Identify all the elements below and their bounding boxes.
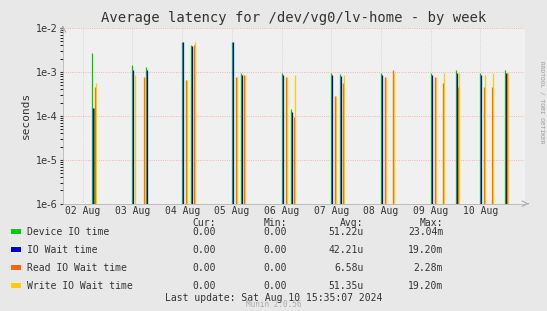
Text: 2.28m: 2.28m xyxy=(414,263,443,273)
Text: Max:: Max: xyxy=(420,218,443,228)
Text: IO Wait time: IO Wait time xyxy=(27,245,98,255)
Text: RRDTOOL / TOBI OETIKER: RRDTOOL / TOBI OETIKER xyxy=(539,61,544,144)
Text: 0.00: 0.00 xyxy=(193,281,216,291)
Text: 51.22u: 51.22u xyxy=(329,227,364,237)
Title: Average latency for /dev/vg0/lv-home - by week: Average latency for /dev/vg0/lv-home - b… xyxy=(101,12,487,26)
Text: Last update: Sat Aug 10 15:35:07 2024: Last update: Sat Aug 10 15:35:07 2024 xyxy=(165,293,382,303)
Text: 0.00: 0.00 xyxy=(264,245,287,255)
Text: 0.00: 0.00 xyxy=(193,263,216,273)
Text: 42.21u: 42.21u xyxy=(329,245,364,255)
Text: Cur:: Cur: xyxy=(193,218,216,228)
Text: 0.00: 0.00 xyxy=(193,245,216,255)
Text: 0.00: 0.00 xyxy=(193,227,216,237)
Text: Device IO time: Device IO time xyxy=(27,227,109,237)
Text: 6.58u: 6.58u xyxy=(334,263,364,273)
Text: 0.00: 0.00 xyxy=(264,227,287,237)
Text: Read IO Wait time: Read IO Wait time xyxy=(27,263,127,273)
Text: 19.20m: 19.20m xyxy=(408,281,443,291)
Text: 51.35u: 51.35u xyxy=(329,281,364,291)
Text: Avg:: Avg: xyxy=(340,218,364,228)
Y-axis label: seconds: seconds xyxy=(21,92,31,139)
Text: 19.20m: 19.20m xyxy=(408,245,443,255)
Text: Min:: Min: xyxy=(264,218,287,228)
Text: 0.00: 0.00 xyxy=(264,263,287,273)
Text: Munin 2.0.56: Munin 2.0.56 xyxy=(246,299,301,309)
Text: 23.04m: 23.04m xyxy=(408,227,443,237)
Text: Write IO Wait time: Write IO Wait time xyxy=(27,281,133,291)
Text: 0.00: 0.00 xyxy=(264,281,287,291)
